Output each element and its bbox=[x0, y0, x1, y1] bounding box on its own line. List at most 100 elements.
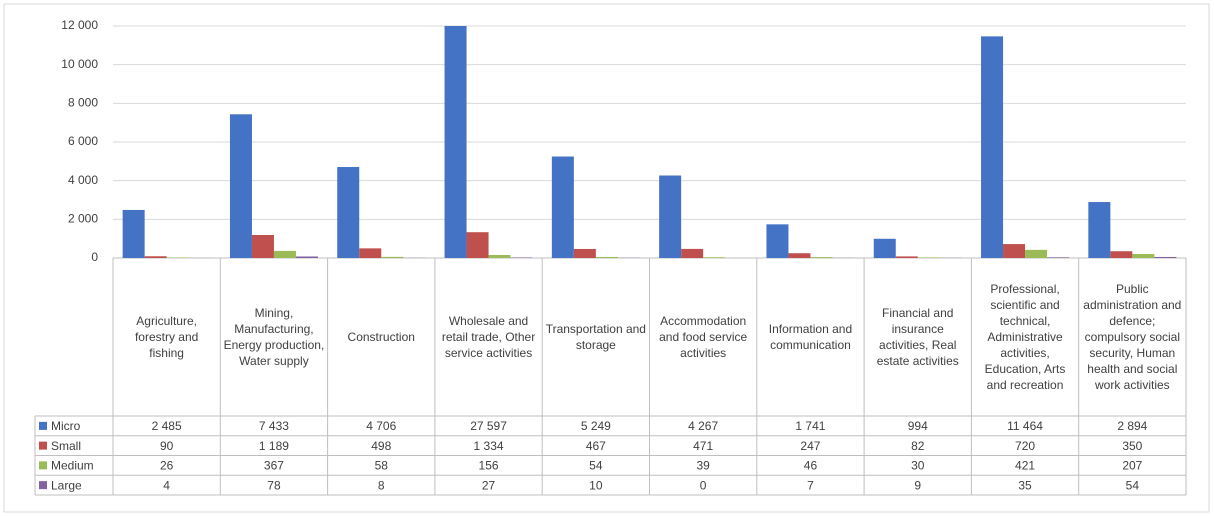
category-label: Accommodation and food service activitie… bbox=[659, 314, 748, 360]
table-value: 4 706 bbox=[366, 419, 396, 433]
table-value: 27 bbox=[482, 478, 496, 492]
table-value: 46 bbox=[804, 459, 818, 473]
table-value: 27 597 bbox=[470, 419, 507, 433]
bar bbox=[251, 235, 274, 258]
table-value: 7 bbox=[807, 478, 814, 492]
bar bbox=[1110, 251, 1133, 258]
bar bbox=[895, 256, 918, 258]
y-tick-label: 2 000 bbox=[68, 212, 98, 226]
category-label: Wholesale and retail trade, Other servic… bbox=[441, 314, 536, 360]
bar bbox=[703, 257, 726, 258]
category-label: Construction bbox=[347, 330, 415, 344]
table-value: 82 bbox=[911, 439, 925, 453]
legend-label: Micro bbox=[51, 419, 81, 433]
bar bbox=[917, 257, 940, 258]
category-label: Professional, scientific and technical, … bbox=[984, 282, 1066, 392]
table-value: 471 bbox=[693, 439, 713, 453]
category-label: Public administration and defence; compu… bbox=[1083, 282, 1182, 392]
table-value: 9 bbox=[914, 478, 921, 492]
y-tick-label: 10 000 bbox=[61, 57, 98, 71]
bar bbox=[1088, 202, 1111, 258]
table-value: 0 bbox=[700, 478, 707, 492]
table-value: 1 189 bbox=[259, 439, 289, 453]
table-value: 11 464 bbox=[1007, 419, 1043, 433]
bar bbox=[444, 26, 467, 258]
category-label: Transportation and storage bbox=[545, 322, 646, 352]
table-value: 156 bbox=[479, 459, 499, 473]
y-tick-label: 0 bbox=[91, 250, 98, 264]
bar bbox=[1154, 256, 1177, 258]
legend-swatch bbox=[39, 461, 47, 470]
bar bbox=[510, 257, 533, 258]
bar bbox=[681, 248, 704, 258]
bar bbox=[595, 256, 618, 258]
table-value: 7 433 bbox=[259, 419, 289, 433]
chart-border bbox=[3, 3, 1210, 513]
y-tick-label: 4 000 bbox=[68, 173, 98, 187]
legend-label: Medium bbox=[51, 459, 94, 473]
bar bbox=[981, 36, 1004, 258]
table-value: 90 bbox=[160, 439, 174, 453]
legend-swatch bbox=[39, 421, 47, 430]
table-value: 467 bbox=[586, 439, 606, 453]
bar bbox=[166, 257, 189, 258]
table-value: 8 bbox=[378, 478, 385, 492]
table-value: 58 bbox=[375, 459, 389, 473]
bar bbox=[551, 156, 574, 258]
table-value: 5 249 bbox=[581, 419, 611, 433]
table-value: 4 bbox=[163, 478, 170, 492]
table-value: 54 bbox=[589, 459, 603, 473]
bar bbox=[337, 167, 360, 258]
table-value: 247 bbox=[800, 439, 820, 453]
bar bbox=[381, 256, 404, 258]
table-value: 10 bbox=[589, 478, 603, 492]
category-label: Agriculture, forestry and fishing bbox=[134, 314, 199, 360]
bar bbox=[144, 256, 167, 258]
legend-swatch bbox=[39, 481, 47, 490]
bar bbox=[273, 250, 296, 258]
bar bbox=[766, 224, 789, 258]
y-tick-label: 6 000 bbox=[68, 134, 98, 148]
bar bbox=[1003, 244, 1026, 258]
bar bbox=[229, 114, 252, 258]
bar bbox=[1047, 257, 1070, 258]
table-value: 54 bbox=[1126, 478, 1140, 492]
table-value: 78 bbox=[267, 478, 281, 492]
table-value: 367 bbox=[264, 459, 284, 473]
table-value: 26 bbox=[160, 459, 174, 473]
table-value: 350 bbox=[1122, 439, 1142, 453]
table-value: 994 bbox=[908, 419, 928, 433]
y-tick-label: 8 000 bbox=[68, 96, 98, 110]
bar bbox=[122, 209, 145, 258]
category-label: Mining, Manufacturing, Energy production… bbox=[223, 306, 325, 368]
category-label: Financial and insurance activities, Real… bbox=[876, 306, 959, 368]
bar bbox=[488, 254, 511, 258]
bar bbox=[573, 248, 596, 258]
table-value: 1 334 bbox=[474, 439, 504, 453]
table-value: 4 267 bbox=[688, 419, 718, 433]
table-value: 35 bbox=[1018, 478, 1032, 492]
table-value: 498 bbox=[371, 439, 391, 453]
bars bbox=[122, 26, 1177, 258]
bar bbox=[659, 175, 682, 258]
legend-label: Small bbox=[51, 439, 81, 453]
bar bbox=[359, 248, 382, 258]
bar bbox=[873, 238, 896, 258]
table-value: 2 485 bbox=[152, 419, 182, 433]
table-value: 1 741 bbox=[795, 419, 825, 433]
bar bbox=[810, 257, 833, 258]
table-value: 39 bbox=[696, 459, 710, 473]
table-value: 421 bbox=[1015, 459, 1035, 473]
bar bbox=[788, 253, 811, 258]
bar bbox=[1025, 249, 1048, 258]
bar bbox=[295, 256, 318, 258]
table-value: 720 bbox=[1015, 439, 1035, 453]
category-label: Information and communication bbox=[768, 322, 853, 352]
bar bbox=[466, 232, 489, 258]
legend-label: Large bbox=[51, 478, 82, 492]
legend-swatch bbox=[39, 441, 47, 450]
y-tick-label: 12 000 bbox=[61, 18, 98, 32]
table-value: 207 bbox=[1122, 459, 1142, 473]
